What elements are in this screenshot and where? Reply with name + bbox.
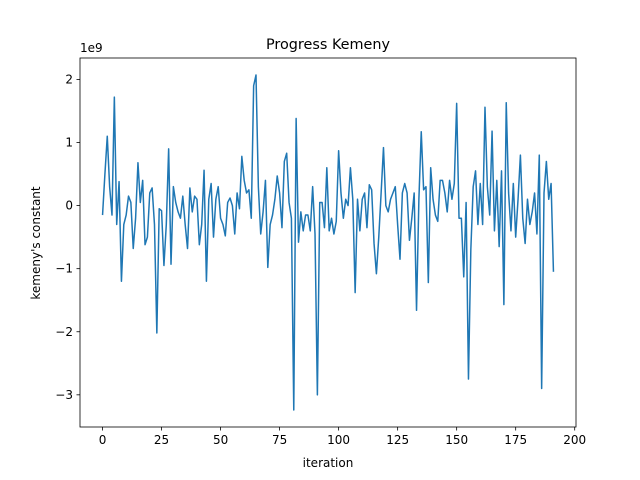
x-tick-label: 175: [504, 433, 527, 447]
y-axis-label: kemeny's constant: [29, 186, 43, 300]
x-tick-label: 50: [213, 433, 228, 447]
data-line: [101, 74, 555, 411]
y-tick-label: 2: [65, 72, 73, 86]
x-axis-label: iteration: [303, 456, 354, 470]
y-tick-label: −3: [55, 388, 73, 402]
y-tick-label: 1: [65, 136, 73, 150]
y-tick-label: 0: [65, 199, 73, 213]
x-tick-label: 100: [327, 433, 350, 447]
y-tick-label: −2: [55, 325, 73, 339]
x-tick-label: 200: [563, 433, 586, 447]
y-offset-label: 1e9: [80, 41, 103, 55]
chart-title: Progress Kemeny: [266, 37, 391, 53]
x-tick-label: 25: [154, 433, 169, 447]
y-tick-label: −1: [55, 262, 73, 276]
x-tick-label: 125: [386, 433, 409, 447]
x-tick-label: 75: [272, 433, 287, 447]
x-tick-label: 150: [445, 433, 468, 447]
x-tick-label: 0: [99, 433, 107, 447]
axes-frame: [79, 57, 577, 428]
